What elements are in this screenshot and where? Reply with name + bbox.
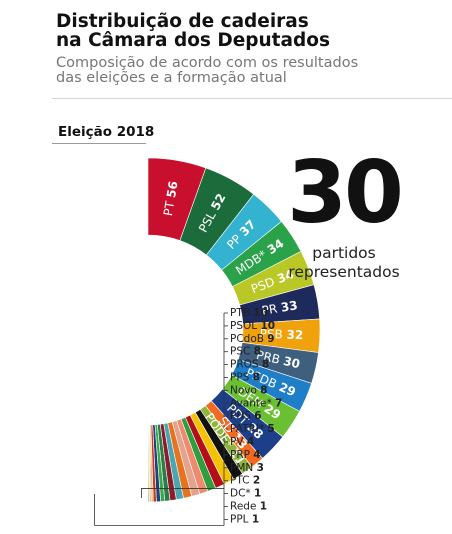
small-label-value: 5 [267,423,274,435]
segment-label-prb: PRB 30 [255,348,301,371]
chart-subtitle: Composição de acordo com os resultados d… [56,56,358,86]
small-label-value: 3 [257,462,264,474]
small-label-ppl: PPL 1 [230,513,259,525]
small-label-name: PHS [230,410,254,422]
small-label-name: PPL [230,513,252,525]
chart-segments [147,157,321,503]
segment-label-value: 33 [280,298,299,315]
small-label-psc: PSC 8 [230,346,261,358]
segment-label-value: 32 [286,328,303,343]
party-count: 30 [287,143,404,243]
small-label-value: 8 [253,372,260,384]
chart-subtitle-line1: Composição de acordo com os resultados [56,55,359,71]
leader-connector-inner [141,488,224,498]
small-label-value: 1 [260,501,267,513]
small-label-name: DC* [230,488,254,500]
small-label-novo: Novo 8 [230,384,268,396]
small-label-name: Avante* [230,397,275,409]
segment-label-pt: PT 56 [161,180,181,217]
small-label-rede: Rede 1 [230,501,267,513]
small-label-ptc: PTC 2 [230,475,260,487]
segment-label-name: PSB [259,327,286,342]
segment-label-pr: PR 33 [261,298,299,318]
small-label-name: PPS [230,372,253,384]
small-label-phs: PHS 6 [230,410,262,422]
small-label-value: 2 [253,475,260,487]
small-label-avante: Avante* 7 [230,397,282,409]
small-label-patri: PATRI* 5 [230,423,275,435]
small-label-ptb: PTB 10 [230,307,268,319]
segment-label-name: PRB [255,348,285,368]
party-count-caption: partidos representados [276,244,412,282]
small-label-pps: PPS 8 [230,372,260,384]
small-label-name: PCdoB [230,333,267,345]
small-label-name: PTC [230,475,253,487]
small-label-pcdob: PCdoB 9 [230,333,275,345]
small-label-value: 9 [267,333,274,345]
leader-connector [94,493,225,526]
small-label-value: 1 [254,488,261,500]
small-label-value: 8 [262,359,269,371]
small-label-value: 7 [275,397,282,409]
small-label-name: PSOL [230,320,260,332]
segment-label-value: 34 [275,267,296,286]
segment-label-name: PR [261,301,282,318]
small-label-name: PATRI* [230,423,267,435]
small-label-value: 4 [253,449,260,461]
small-label-name: PTB [230,307,253,319]
chart-subtitle-line2: das eleições e a formação atual [56,70,287,86]
chart-leader-lines [94,312,228,526]
segment-ppl [147,424,150,503]
small-label-value: 10 [260,320,275,332]
small-label-name: PROS [230,359,262,371]
small-label-value: 1 [252,513,259,525]
small-label-value: 6 [254,410,261,422]
segment-label-psb: PSB 32 [259,327,303,342]
party-count-caption-line1: partidos [312,244,376,262]
election-label-underline [52,143,146,144]
election-label: Eleição 2018 [58,124,155,140]
small-label-name: PRP [230,449,253,461]
party-count-caption-line2: representados [288,263,400,281]
small-label-prp: PRP 4 [230,449,261,461]
small-label-name: PMN [230,462,257,474]
chart-title-line1: Distribuição de cadeiras [56,11,309,32]
small-label-name: Rede [230,501,260,513]
small-label-dc: DC* 1 [230,488,261,500]
segment-label-name: PT [161,196,178,217]
small-label-name: PV [230,436,247,448]
small-label-pv: PV 4 [230,436,254,448]
small-label-psol: PSOL 10 [230,320,275,332]
small-label-pros: PROS 8 [230,359,269,371]
small-label-name: Novo [230,384,260,396]
small-label-pmn: PMN 3 [230,462,264,474]
small-label-value: 10 [253,307,268,319]
small-label-name: PSC [230,346,254,358]
chart-title-line2: na Câmara dos Deputados [56,30,330,51]
chart-title: Distribuição de cadeiras na Câmara dos D… [56,12,330,50]
small-label-value: 8 [254,346,261,358]
segment-label-value: 56 [164,180,181,199]
segment-label-value: 30 [282,354,301,371]
small-label-value: 8 [260,384,267,396]
header-divider [52,98,452,99]
segment-label-value: 29 [277,380,298,399]
small-label-value: 4 [247,436,254,448]
